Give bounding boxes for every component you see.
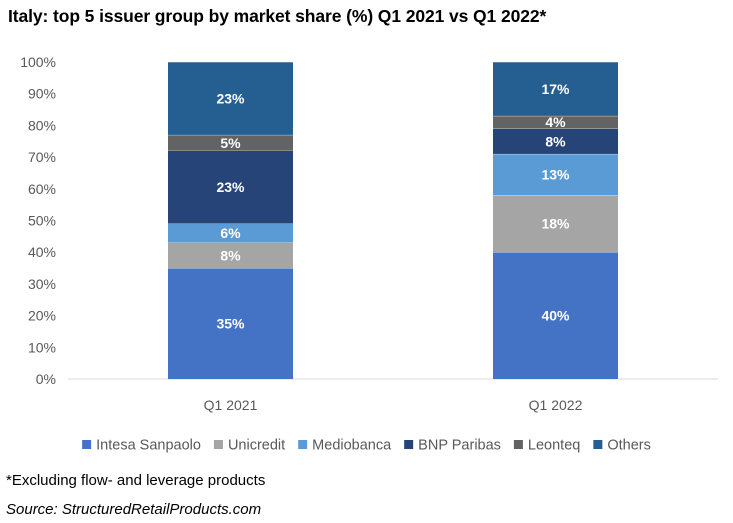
legend-item: Others <box>593 438 651 454</box>
bar-segment-intesa-sanpaolo <box>168 268 293 379</box>
data-label: 13% <box>541 167 570 183</box>
data-label: 6% <box>220 225 241 241</box>
y-tick-label: 60% <box>28 181 56 197</box>
bar-segment-mediobanca <box>168 223 293 243</box>
y-tick-label: 70% <box>28 149 56 165</box>
footnote: *Excluding flow- and leverage products <box>6 472 266 489</box>
legend-swatch <box>82 440 92 449</box>
bar-segment-mediobanca <box>493 153 618 196</box>
data-label: 23% <box>216 179 245 195</box>
axis-layer: 0% 10% 20% 30% 40% 50% 60% 70% 80% 90% 100% Q1 2021… <box>20 54 718 413</box>
data-label: 4% <box>545 114 566 130</box>
x-tick-label: Q1 2021 <box>204 397 258 413</box>
data-label: 40% <box>541 308 570 324</box>
legend: Intesa Sanpaolo Unicredit Mediobanca BNP Pa… <box>82 438 651 454</box>
x-tick-label: Q1 2022 <box>529 397 583 413</box>
data-label: 8% <box>545 133 566 149</box>
bar-segment-unicredit <box>493 195 618 253</box>
y-tick-label: 10% <box>28 339 56 355</box>
data-label: 5% <box>220 135 241 151</box>
bar-segment-intesa-sanpaolo <box>493 252 618 379</box>
legend-swatch <box>513 440 523 449</box>
legend-item: Leonteq <box>513 438 580 454</box>
y-tick-label: 40% <box>28 244 56 260</box>
data-label: 17% <box>541 81 570 97</box>
legend-swatch <box>404 440 414 449</box>
legend-label: BNP Paribas <box>418 438 501 454</box>
legend-item: BNP Paribas <box>404 438 501 454</box>
data-label: 8% <box>220 247 241 263</box>
y-tick-label: 50% <box>28 213 56 229</box>
bar-segment-leonteq <box>168 134 293 151</box>
legend-label: Others <box>607 438 651 454</box>
y-tick-label: 80% <box>28 117 56 133</box>
legend-item: Unicredit <box>213 438 285 454</box>
bar-segment-unicredit <box>168 242 293 269</box>
bar-segment-bnp-paribas <box>493 128 618 154</box>
bars-layer: 35% 8% 6% 23% 5% 23% 40% 18% 13% 8% 4% 17% <box>168 61 618 379</box>
bar-segment-others <box>493 62 618 116</box>
data-label: 35% <box>216 316 245 332</box>
source-note: Source: StructuredRetailProducts.com <box>6 501 262 518</box>
legend-label: Intesa Sanpaolo <box>96 438 201 454</box>
legend-label: Mediobanca <box>312 438 392 454</box>
legend-swatch <box>298 440 308 449</box>
legend-label: Leonteq <box>528 438 580 454</box>
y-tick-label: 0% <box>36 371 56 387</box>
y-tick-label: 90% <box>28 86 56 102</box>
bar-segment-leonteq <box>493 115 618 129</box>
legend-swatch <box>213 440 223 449</box>
data-label: 23% <box>216 90 245 106</box>
chart-title: Italy: top 5 issuer group by market shar… <box>8 6 547 26</box>
stacked-bar-chart: 0% 10% 20% 30% 40% 50% 60% 70% 80% 90% 100% Q1 2021… <box>20 54 718 454</box>
legend-item: Mediobanca <box>298 438 392 454</box>
bar-segment-others <box>168 62 293 135</box>
y-tick-label: 20% <box>28 308 56 324</box>
y-tick-label: 30% <box>28 276 56 292</box>
legend-label: Unicredit <box>228 438 285 454</box>
y-tick-label: 100% <box>20 54 56 70</box>
bar-segment-bnp-paribas <box>168 150 293 224</box>
legend-item: Intesa Sanpaolo <box>82 438 201 454</box>
legend-swatch <box>593 440 603 449</box>
data-label: 18% <box>541 216 570 232</box>
